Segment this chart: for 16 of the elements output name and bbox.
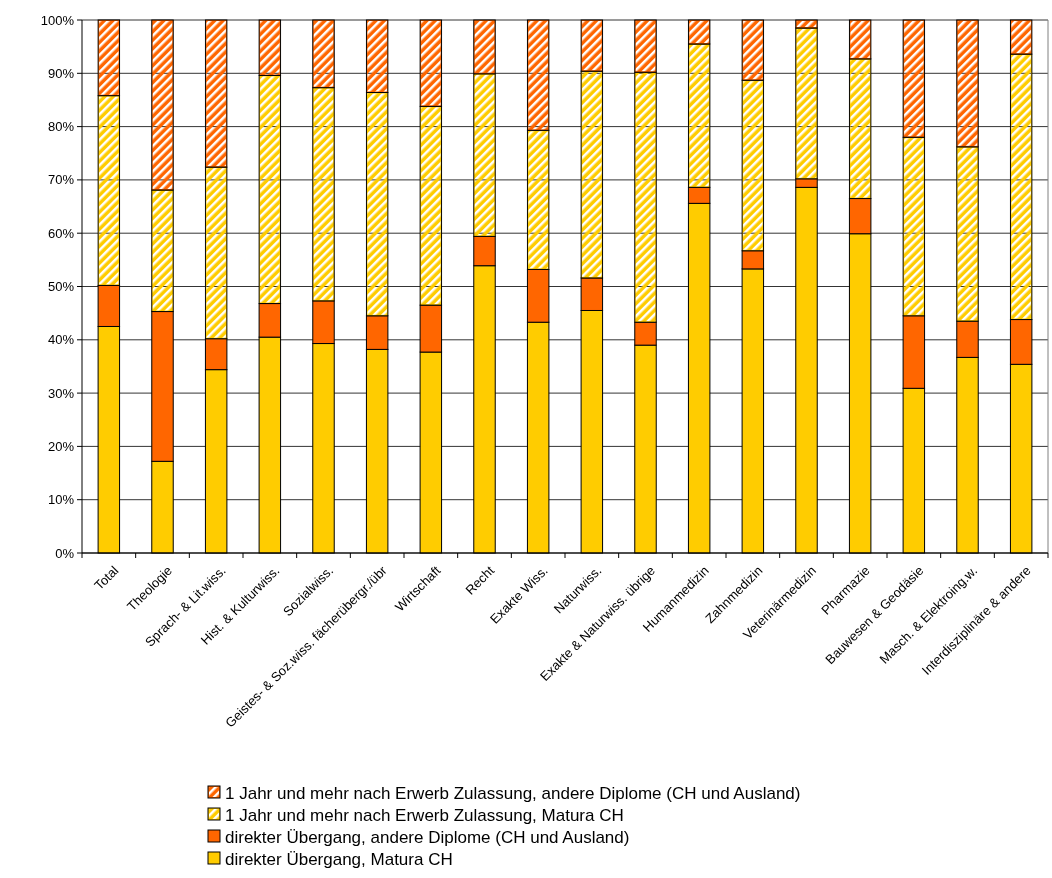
- legend-label: 1 Jahr und mehr nach Erwerb Zulassung, Matura CH: [225, 805, 624, 825]
- y-tick-label: 40%: [47, 332, 75, 348]
- y-tick-label: 100%: [40, 12, 75, 28]
- y-tick-label: 70%: [47, 172, 75, 188]
- x-tick-label: Total: [91, 562, 122, 593]
- y-tick-label: 90%: [47, 65, 75, 81]
- y-tick-label: 50%: [47, 279, 75, 295]
- y-tick-label: 20%: [47, 438, 75, 454]
- y-tick-label: 30%: [47, 385, 75, 401]
- legend-label: direkter Übergang, andere Diplome (CH und Ausland): [225, 827, 630, 847]
- y-tick-label: 80%: [47, 119, 75, 135]
- y-tick-label: 60%: [47, 225, 75, 241]
- y-tick-label: 10%: [47, 492, 75, 508]
- legend-label: 1 Jahr und mehr nach Erwerb Zulassung, andere Diplome (CH und Ausland): [225, 783, 801, 803]
- y-tick-label: 0%: [55, 545, 75, 561]
- legend-label: direkter Übergang, Matura CH: [225, 849, 453, 869]
